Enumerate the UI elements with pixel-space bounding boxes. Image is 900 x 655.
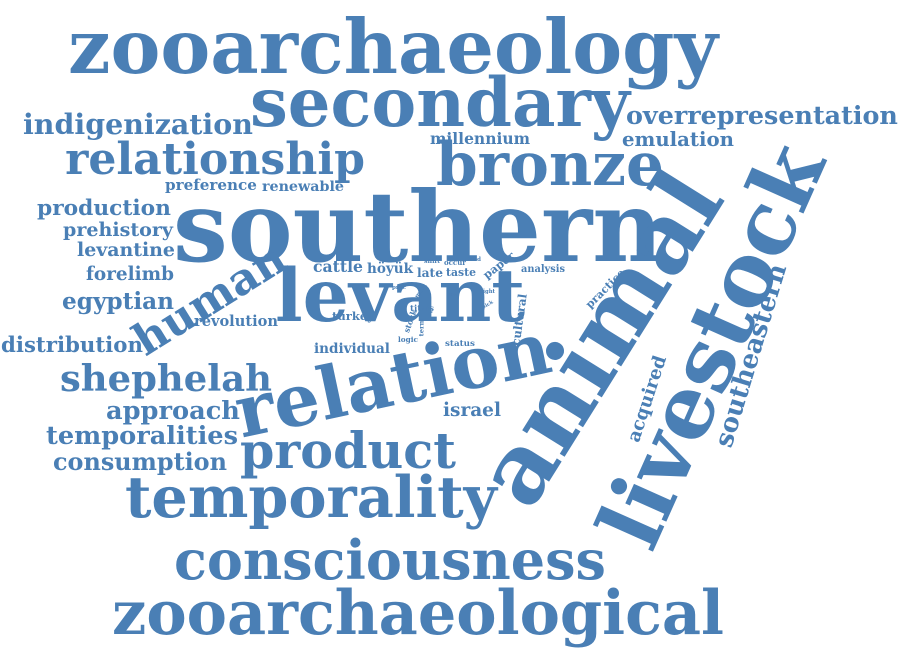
word-preference: preference xyxy=(165,176,257,195)
word-levant: levant xyxy=(275,253,525,339)
word-logic: logic xyxy=(398,335,418,345)
word-food: food xyxy=(467,257,481,264)
word-prehistory: prehistory xyxy=(63,218,173,241)
word-life: life xyxy=(449,292,457,298)
word-status: status xyxy=(445,338,475,349)
word-shephelah: shephelah xyxy=(60,355,272,400)
word-forelimb: forelimb xyxy=(86,263,174,285)
word-emulation: emulation xyxy=(622,128,734,152)
word-indigenization: indigenization xyxy=(23,106,253,141)
word-light: light xyxy=(481,289,495,296)
word-approach: approach xyxy=(106,396,240,427)
word-titris: titriş xyxy=(410,303,434,314)
word-israel: israel xyxy=(443,399,501,421)
word-secondary: secondary xyxy=(250,63,630,143)
word-shift: shift xyxy=(424,257,441,265)
word-temporality: temporality xyxy=(125,464,497,532)
word-levantine: levantine xyxy=(77,238,175,261)
word-egyptian: egyptian xyxy=(62,288,174,316)
word-cattle: cattle xyxy=(313,257,363,277)
word-product: product xyxy=(240,422,456,481)
word-consumption: consumption xyxy=(53,448,227,477)
word-production: production xyxy=(37,196,171,222)
word-consciousness: consciousness xyxy=(174,528,606,592)
word-relationship: relationship xyxy=(65,133,365,185)
word-hoyuk: höyük xyxy=(367,261,413,278)
word-renewable: renewable xyxy=(262,178,344,195)
word-turkey: turkey xyxy=(332,309,374,324)
word-taste: taste xyxy=(446,265,477,279)
word-bronze: bronze xyxy=(436,130,664,201)
word-revolution: revolution xyxy=(194,312,278,330)
word-southern: southern xyxy=(173,170,663,285)
word-overrepresentation: overrepresentation xyxy=(626,100,898,131)
word-analysis: analysis xyxy=(521,264,565,276)
word-temporalities: temporalities xyxy=(46,421,239,452)
word-millennium: millennium xyxy=(430,129,531,149)
word-distribution: distribution xyxy=(1,333,143,359)
word-occur: occur xyxy=(444,257,466,267)
word-late: late xyxy=(417,265,443,280)
word-individual: individual xyxy=(314,341,390,358)
word-proc: proc xyxy=(392,285,406,292)
word-zooarchaeological: zooarchaeological xyxy=(112,577,725,649)
word-zooarchaeology: zooarchaeology xyxy=(68,2,718,91)
